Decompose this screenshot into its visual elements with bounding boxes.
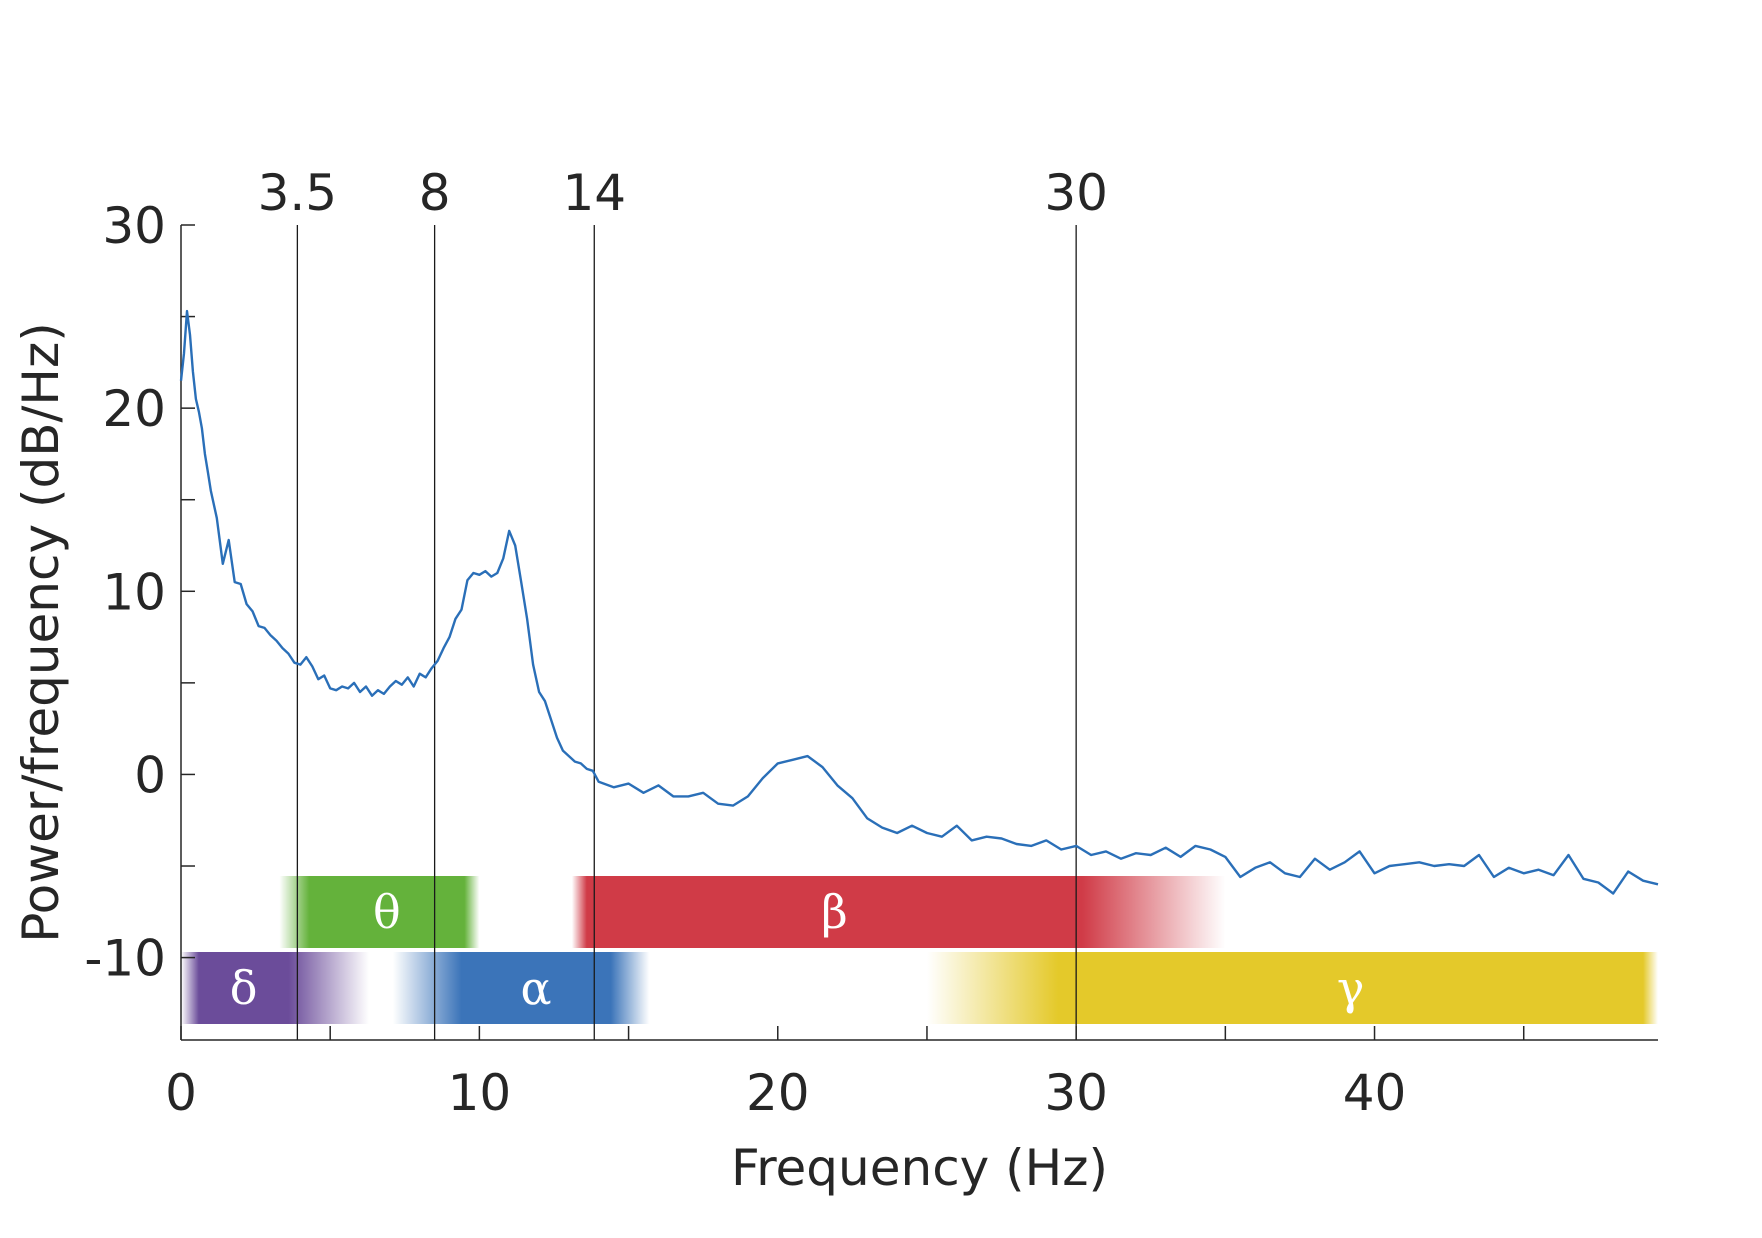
band-bar [571,876,1226,948]
frequency-bands: δ θ α β γ [181,876,1658,1024]
x-tick-label: 40 [1343,1064,1407,1122]
x-tick-label: 10 [448,1064,512,1122]
y-tick-label: 10 [102,563,166,621]
boundary-label: 8 [419,164,451,222]
boundary-label: 3.5 [258,164,338,222]
band-label: α [521,961,552,1015]
axes: -10 0 10 20 30 0 10 20 30 40 [84,197,1658,1122]
band-label: γ [1337,961,1365,1015]
y-axis-title: Power/frequency (dB/Hz) [12,322,70,942]
band-bar [926,952,1658,1024]
y-tick-label: 20 [102,380,166,438]
band-bar [181,952,369,1024]
psd-line [179,309,1659,895]
boundary-label: 30 [1044,164,1108,222]
band-bar [279,876,480,948]
band-boundaries: 3.5 8 14 30 [258,164,1108,1040]
x-tick-label: 0 [165,1064,197,1122]
x-axis-title: Frequency (Hz) [731,1139,1108,1197]
y-tick-label: 30 [102,197,166,255]
y-tick-label: 0 [134,746,166,804]
boundary-label: 14 [562,164,626,222]
y-tick-label: -10 [84,930,166,988]
band-label: δ [230,961,258,1015]
band-bar [392,952,650,1024]
band-label: θ [373,885,401,939]
x-tick-label: 20 [746,1064,810,1122]
x-tick-label: 30 [1044,1064,1108,1122]
band-label: β [821,885,848,939]
